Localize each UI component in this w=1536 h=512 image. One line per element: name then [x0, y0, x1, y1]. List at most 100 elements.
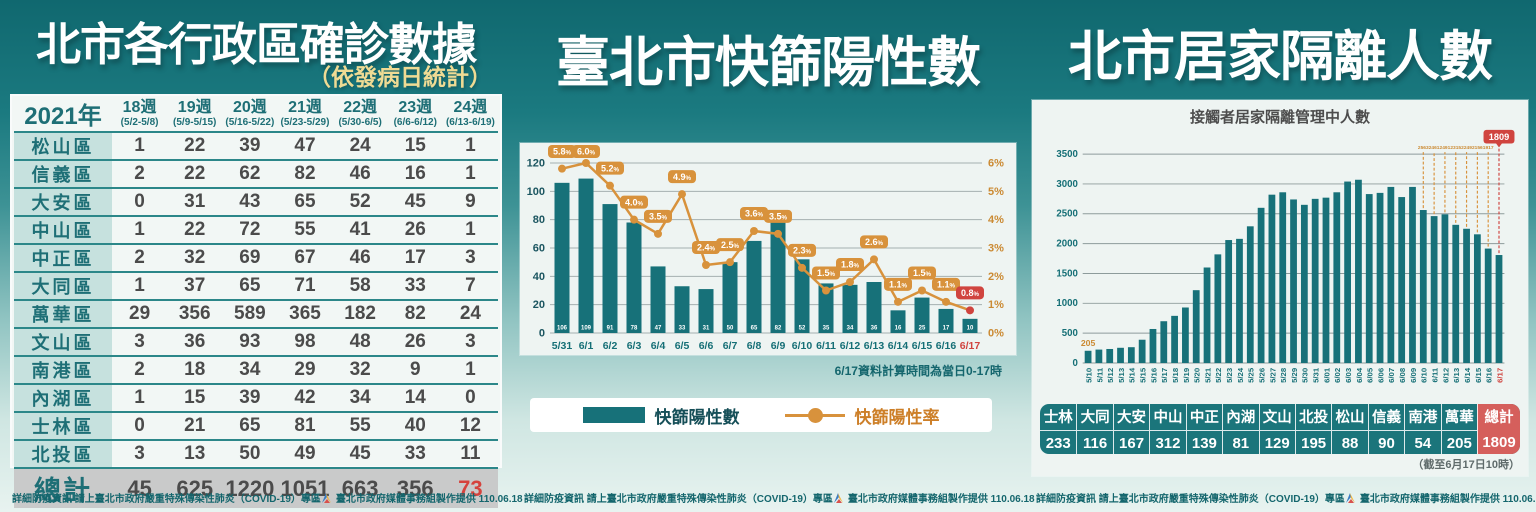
- district-label: 大同區: [14, 273, 112, 299]
- rate-badge: [644, 209, 672, 223]
- y-axis-left-tick: 80: [533, 214, 545, 226]
- final-value-badge: [1483, 129, 1515, 144]
- positive-count-bar: [842, 284, 858, 333]
- week-number: 22週: [343, 98, 378, 116]
- x-axis-label: 6/14: [1463, 367, 1472, 383]
- y-axis-right-tick: 3%: [988, 243, 1004, 255]
- y-axis-tick: 0: [1072, 358, 1077, 369]
- bar-value-label: 33: [679, 326, 686, 332]
- badge-pointer: [1496, 143, 1502, 148]
- rate-point: [750, 227, 758, 235]
- isolation-bar: [1160, 321, 1168, 364]
- cell-value: 182: [344, 303, 376, 324]
- positive-count-bar: [866, 282, 882, 333]
- footer: 詳細防疫資訊 請上臺北市政府嚴重特殊傳染性肺炎（COVID-19）專區 臺北市政…: [1036, 490, 1536, 505]
- x-axis-label: 5/23: [1225, 367, 1234, 383]
- cell-value: 15: [184, 387, 206, 408]
- rate-badge-label: 6.0%: [577, 147, 596, 157]
- table-row: 北投區 3 13 50 49 45 33 11: [14, 439, 498, 467]
- week-range: (5/23-5/29): [280, 116, 330, 128]
- isolation-bar: [1463, 228, 1470, 364]
- cell-value: 589: [234, 303, 266, 324]
- isolation-bar: [1171, 315, 1178, 364]
- cell-value: 22: [184, 135, 206, 156]
- district-value: 116: [1076, 429, 1113, 454]
- table-row: 內湖區 1 15 39 42 34 14 0: [14, 383, 498, 411]
- isolation-bar: [1192, 290, 1200, 364]
- cell-value: 72: [239, 219, 261, 240]
- cell-value: 29: [294, 359, 316, 380]
- district-label: 文山區: [14, 329, 112, 355]
- rate-badge: [740, 207, 768, 220]
- isolation-bar: [1246, 226, 1254, 364]
- bar-value-label: 106: [557, 326, 568, 332]
- rapid-test-chart: 0 0% 20 1% 40 2% 60 3% 80 4% 100 5% 120 6% 106 5/31 109 6…: [527, 145, 1004, 352]
- rate-badge-label: 1.8%: [841, 260, 860, 270]
- bar-value-label: 34: [847, 326, 854, 332]
- isolation-bar: [1398, 197, 1406, 364]
- rate-badge: [932, 277, 960, 291]
- x-axis-label: 6/4: [651, 340, 666, 352]
- cell-value: 1: [134, 387, 145, 408]
- cell-value: 2: [134, 359, 145, 380]
- x-axis-label: 6/8: [747, 340, 762, 352]
- district-label: 內湖區: [14, 385, 112, 411]
- positive-count-bar: [890, 310, 906, 333]
- left-panel-subtitle: （依發病日統計）: [308, 64, 492, 90]
- total-label: 總計: [34, 476, 92, 506]
- x-axis-label: 5/27: [1268, 368, 1277, 383]
- cell-value: 0: [465, 387, 476, 408]
- week-range: (5/16-5/22): [225, 116, 275, 128]
- positive-count-bar: [962, 318, 978, 333]
- isolation-bar: [1322, 197, 1330, 364]
- x-axis-label: 5/13: [1117, 367, 1126, 383]
- positive-count-bar: [650, 266, 666, 333]
- cell-value: 42: [294, 387, 316, 408]
- week-range: (6/13-6/19): [445, 116, 495, 128]
- rate-badge-label: 2.4%: [697, 243, 716, 253]
- x-axis-label: 5/29: [1290, 368, 1299, 383]
- y-axis-tick: 500: [1062, 328, 1078, 339]
- y-axis-tick: 1000: [1056, 298, 1077, 309]
- cell-value: 1: [134, 135, 145, 156]
- cell-value: 365: [289, 303, 321, 324]
- district-label: 南港區: [14, 357, 112, 383]
- cell-value: 71: [294, 275, 316, 296]
- cell-value: 82: [294, 163, 316, 184]
- isolation-bar: [1376, 192, 1384, 364]
- rate-badge-label: 0.8%: [961, 288, 980, 298]
- table-row: 文山區 3 36 93 98 48 26 3: [14, 327, 498, 355]
- cell-value: 33: [404, 275, 426, 296]
- y-axis-right-tick: 1%: [988, 299, 1004, 311]
- x-axis-label: 6/13: [864, 340, 885, 352]
- cell-value: 356: [178, 303, 211, 324]
- week-header: 21週 (5/23-5/29): [277, 99, 332, 129]
- cell-value: 39: [239, 135, 261, 156]
- rate-point: [606, 181, 614, 190]
- cell-value: 3: [134, 443, 145, 464]
- cell-value: 14: [404, 387, 426, 408]
- cell-value: 0: [134, 191, 145, 212]
- table-row: 信義區 2 22 62 82 46 16 1: [14, 159, 498, 187]
- cell-value: 3: [134, 331, 145, 352]
- week-number: 23週: [398, 98, 433, 116]
- x-axis-label: 6/1: [579, 340, 594, 352]
- y-axis-tick: 2500: [1056, 209, 1077, 220]
- isolation-bar: [1117, 347, 1124, 364]
- cell-value: 26: [404, 331, 426, 352]
- cell-value: 32: [184, 247, 206, 268]
- district-header: 總計: [1477, 403, 1520, 430]
- isolation-bar: [1387, 186, 1395, 364]
- table-total-row: 總計 45 625 1220 1051 663 356 73: [14, 467, 498, 508]
- footer-credit-text: 臺北市政府媒體事務組製作提供 110.06.18: [847, 494, 1035, 505]
- isolation-bar: [1149, 328, 1157, 364]
- rapid-test-chart-card: 0 0% 20 1% 40 2% 60 3% 80 4% 100 5% 120 6% 106 5/31 109 6…: [520, 143, 1016, 355]
- x-axis-label: 6/09: [1409, 368, 1418, 383]
- isolation-bar: [1203, 267, 1211, 364]
- cell-value: 82: [404, 303, 426, 324]
- x-axis-label: 5/31: [552, 340, 573, 352]
- y-axis-left-tick: 40: [533, 271, 545, 283]
- final-value-label: 1809: [1489, 132, 1509, 142]
- rate-badge-label: 2.3%: [793, 246, 812, 256]
- rate-badge: [548, 145, 576, 158]
